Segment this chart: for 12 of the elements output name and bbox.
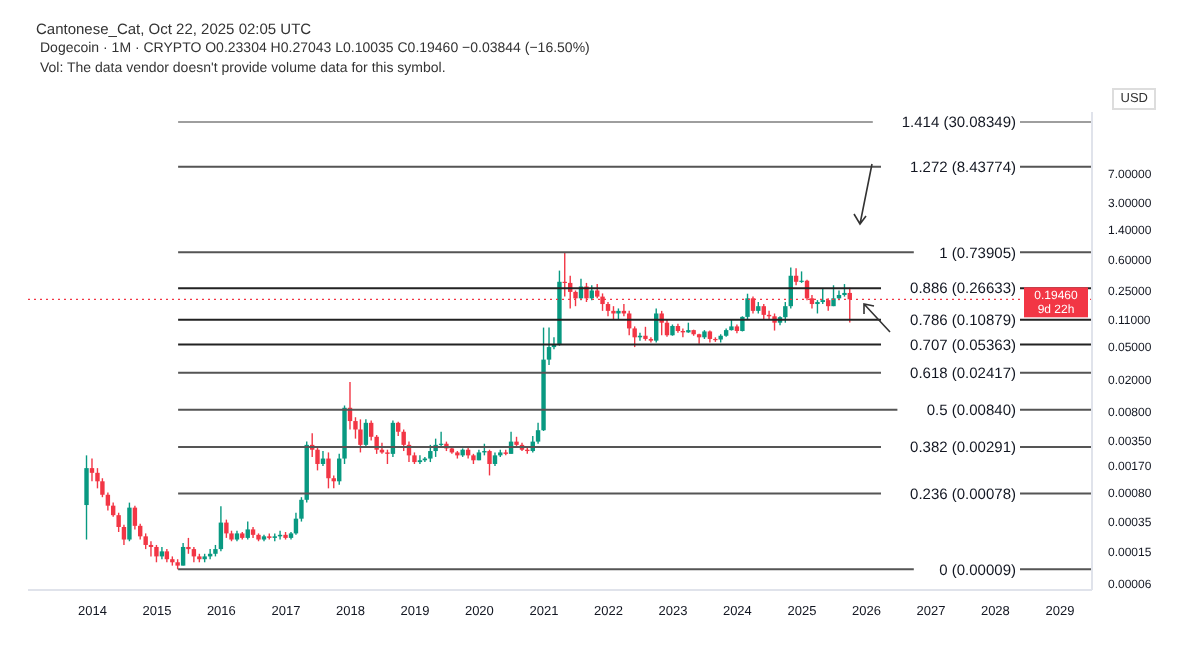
candlestick: [363, 418, 369, 448]
candlestick: [358, 418, 363, 454]
candlestick: [95, 467, 100, 490]
candlestick: [127, 501, 132, 542]
candlestick: [417, 454, 423, 465]
candlestick: [326, 451, 331, 490]
candlestick: [487, 449, 492, 477]
candlestick: [180, 542, 186, 567]
candlestick: [224, 518, 229, 539]
candlestick: [84, 454, 89, 541]
candlestick: [89, 457, 95, 482]
candlestick: [696, 333, 702, 345]
